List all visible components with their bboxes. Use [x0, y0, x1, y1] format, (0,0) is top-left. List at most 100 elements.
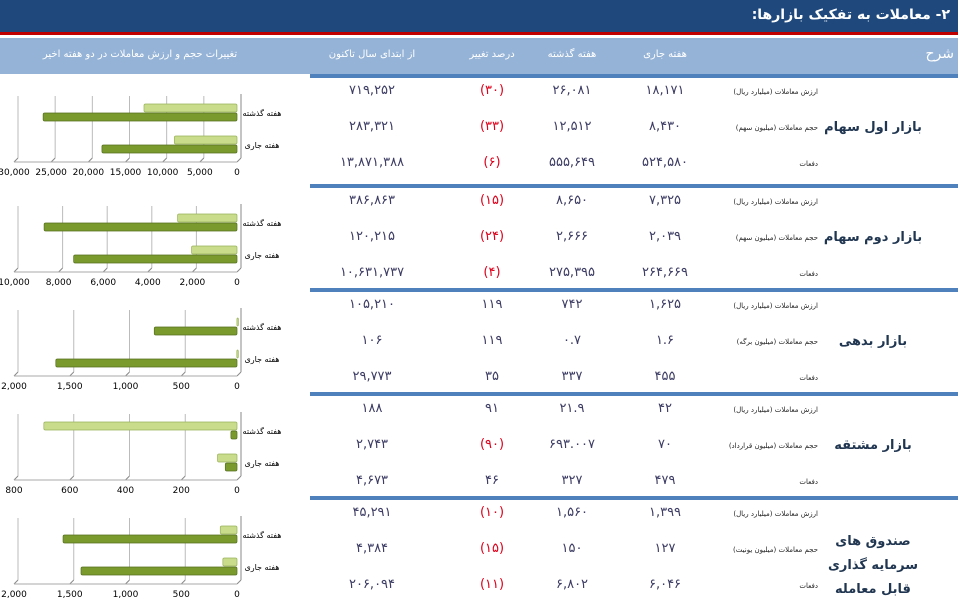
bar-volume — [236, 349, 239, 359]
tick-label: 15,000 — [110, 168, 142, 178]
current-value: ۲,۰۳۹ — [648, 229, 682, 244]
current-value: ۵۲۴,۵۸۰ — [641, 155, 689, 170]
tick-mark — [236, 475, 242, 481]
category-label: هفته گذشته — [243, 322, 282, 332]
bar-value — [224, 462, 238, 472]
tick-mark — [192, 267, 197, 273]
market-name: بازار دوم سهام — [823, 230, 923, 245]
tick-label: 200 — [173, 486, 190, 496]
tick-mark — [69, 475, 75, 481]
bar-value — [101, 144, 238, 154]
tick-mark — [13, 371, 19, 377]
last-value: ۱,۵۶۰ — [555, 505, 589, 520]
bar-volume — [43, 421, 238, 431]
bar-chart: 0 2,000 4,000 6,000 8,000 10,000 هفته گذشته هفت… — [0, 204, 282, 288]
pct-value: (۱۵) — [479, 193, 505, 208]
market-section: بازار دوم سهام ارزش معاملات (میلیارد ریال… — [0, 184, 958, 292]
tick-mark — [58, 267, 63, 273]
market-section: بازار اول سهام ارزش معاملات (میلیارد ریال… — [0, 78, 958, 182]
last-value: ۶۹۳.۰۰۷ — [548, 437, 596, 452]
ytd-value: ۱۰۶ — [361, 333, 383, 348]
separator — [310, 74, 958, 78]
category-label: هفته گذشته — [243, 530, 282, 540]
tick-label: 500 — [173, 590, 190, 600]
tick-label: 25,000 — [35, 168, 67, 178]
tick-mark — [125, 579, 130, 585]
pct-value: (۱۰) — [479, 505, 505, 520]
current-value: ۱۸,۱۷۱ — [645, 83, 685, 98]
column-header-row: شرح هفته جاری هفته گذشته درصد تغییر از ا… — [0, 38, 958, 74]
tick-mark — [13, 267, 19, 273]
ytd-value: ۱۰۵,۲۱۰ — [348, 297, 396, 312]
tick-mark — [102, 267, 108, 273]
bar-value — [55, 358, 238, 368]
pct-value: (۴) — [483, 265, 501, 280]
tick-label: 8,000 — [46, 278, 72, 288]
bar-volume — [217, 453, 238, 463]
row-label: ارزش معاملات (میلیارد ریال) — [733, 406, 818, 414]
row-label: ارزش معاملات (میلیارد ریال) — [733, 198, 818, 206]
row-label: حجم معاملات (میلیون سهم) — [735, 234, 818, 242]
last-value: ۶,۸۰۲ — [555, 577, 589, 592]
current-value: ۴۲ — [658, 401, 672, 416]
header-last-week: هفته گذشته — [547, 49, 597, 60]
bar-volume — [177, 213, 238, 223]
tick-label: 20,000 — [73, 168, 105, 178]
row-label: ارزش معاملات (میلیارد ریال) — [733, 510, 818, 518]
header-current-week: هفته جاری — [643, 49, 687, 60]
header-chart: تغییرات حجم و ارزش معاملات در دو هفته اخ… — [42, 49, 238, 60]
last-value: ۲,۶۶۶ — [555, 229, 589, 244]
header-pct-change: درصد تغییر — [469, 49, 515, 60]
ytd-value: ۱۳,۸۷۱,۳۸۸ — [339, 155, 405, 170]
tick-label: 0 — [234, 278, 240, 288]
tick-mark — [13, 475, 19, 481]
tick-mark — [69, 371, 75, 377]
tick-label: 0 — [234, 382, 240, 392]
row-label: حجم معاملات (میلیون یونیت) — [733, 546, 818, 554]
tick-label: 1,000 — [113, 382, 139, 392]
ytd-value: ۱۸۸ — [361, 401, 383, 416]
tick-label: 0 — [234, 486, 240, 496]
tick-label: 6,000 — [90, 278, 116, 288]
tick-mark — [162, 157, 168, 163]
row-label: دفعات — [799, 374, 818, 382]
category-label: هفته گذشته — [243, 108, 282, 118]
last-value: ۲۷۵,۳۹۵ — [548, 265, 596, 280]
separator — [310, 184, 958, 188]
row-label: حجم معاملات (میلیون قرارداد) — [728, 442, 818, 450]
market-section: بازار بدهی ارزش معاملات (میلیارد ریال) ۱,۶… — [0, 288, 958, 396]
pct-value: (۳۰) — [479, 83, 505, 98]
current-value: ۲۶۴,۶۶۹ — [641, 265, 689, 280]
row-label: ارزش معاملات (میلیارد ریال) — [733, 302, 818, 310]
bar-volume — [219, 525, 238, 535]
separator — [310, 288, 958, 292]
header-description: شرح — [925, 46, 955, 62]
ytd-value: ۷۱۹,۲۵۲ — [348, 83, 396, 98]
pct-value: ۱۱۹ — [481, 297, 503, 312]
ytd-value: ۴,۶۷۳ — [355, 473, 389, 488]
last-value: ۱۲,۵۱۲ — [552, 119, 592, 134]
bar-value — [73, 254, 238, 264]
ytd-value: ۲,۷۴۳ — [355, 437, 389, 452]
category-label: هفته گذشته — [243, 218, 282, 228]
ytd-value: ۲۸۳,۳۲۱ — [348, 119, 396, 134]
tick-label: 500 — [173, 382, 190, 392]
separator — [310, 496, 958, 500]
category-label: هفته جاری — [244, 141, 279, 150]
last-value: ۱۵۰ — [561, 541, 583, 556]
ytd-value: ۴۵,۲۹۱ — [352, 505, 392, 520]
row-label: حجم معاملات (میلیون سهم) — [735, 124, 818, 132]
tick-mark — [236, 267, 242, 273]
tick-mark — [69, 579, 75, 585]
tick-mark — [236, 157, 242, 163]
ytd-value: ۲۰۶,۰۹۴ — [348, 577, 396, 592]
tick-label: 2,000 — [1, 382, 27, 392]
tick-label: 2,000 — [180, 278, 206, 288]
current-value: ۱.۶ — [655, 333, 675, 348]
row-label: دفعات — [799, 478, 818, 486]
tick-label: 600 — [61, 486, 78, 496]
bar-value — [153, 326, 238, 336]
tick-mark — [147, 267, 153, 273]
tick-mark — [125, 371, 130, 377]
current-value: ۴۷۹ — [654, 473, 676, 488]
